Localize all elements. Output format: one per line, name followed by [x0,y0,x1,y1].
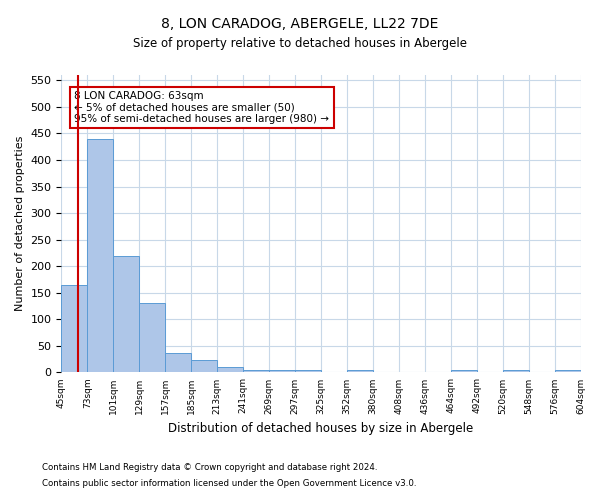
Bar [243,370,269,372]
Text: 8, LON CARADOG, ABERGELE, LL22 7DE: 8, LON CARADOG, ABERGELE, LL22 7DE [161,18,439,32]
Bar [554,370,581,372]
Bar [269,370,295,372]
Text: 8 LON CARADOG: 63sqm
← 5% of detached houses are smaller (50)
95% of semi-detach: 8 LON CARADOG: 63sqm ← 5% of detached ho… [74,91,329,124]
Bar [295,370,321,372]
Bar [88,138,113,372]
Bar [347,370,373,372]
X-axis label: Distribution of detached houses by size in Abergele: Distribution of detached houses by size … [169,422,473,435]
Bar [61,285,88,372]
Bar [217,367,243,372]
Text: Contains public sector information licensed under the Open Government Licence v3: Contains public sector information licen… [42,478,416,488]
Bar [113,256,139,372]
Bar [191,360,217,372]
Y-axis label: Number of detached properties: Number of detached properties [15,136,25,312]
Bar [503,370,529,372]
Text: Contains HM Land Registry data © Crown copyright and database right 2024.: Contains HM Land Registry data © Crown c… [42,464,377,472]
Bar [451,370,476,372]
Bar [139,304,165,372]
Bar [165,353,191,372]
Text: Size of property relative to detached houses in Abergele: Size of property relative to detached ho… [133,38,467,51]
